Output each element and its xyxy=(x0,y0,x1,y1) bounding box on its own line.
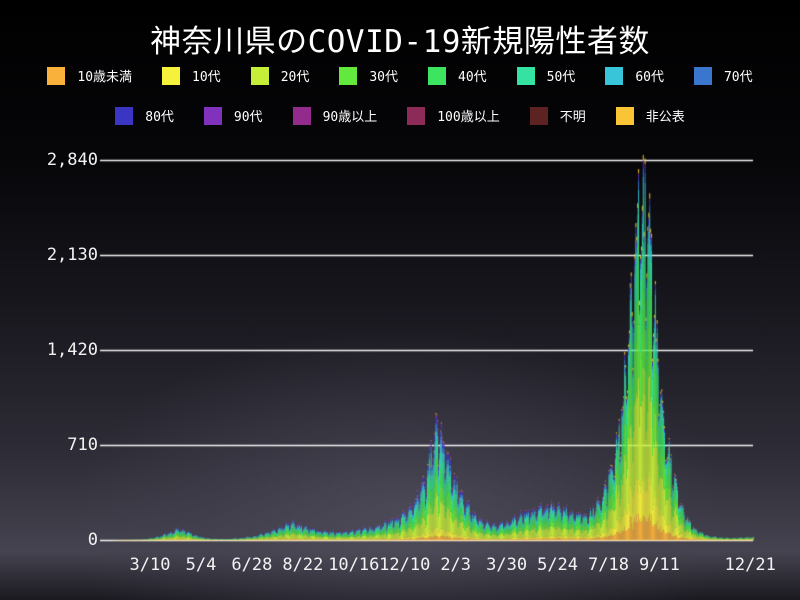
x-axis-tick-label: 7/18 xyxy=(588,555,629,575)
y-axis-tick-label: 710 xyxy=(67,435,98,455)
x-axis-tick-label: 5/4 xyxy=(185,555,217,575)
x-axis-tick-label: 3/30 xyxy=(486,555,528,575)
x-axis-tick-label: 5/24 xyxy=(537,555,579,575)
x-axis-tick-label: 3/10 xyxy=(129,555,171,575)
y-axis-tick-label: 2,130 xyxy=(46,245,98,265)
y-axis-tick-label: 2,840 xyxy=(46,150,98,170)
x-axis-tick-label: 6/28 xyxy=(231,555,273,575)
x-axis-tick-label: 2/3 xyxy=(440,555,472,575)
x-axis-tick-label: 9/11 xyxy=(638,555,680,575)
y-axis-tick-label: 0 xyxy=(87,530,98,550)
x-axis-tick-label: 12/10 xyxy=(379,555,431,575)
x-axis-tick-label: 8/22 xyxy=(282,555,324,575)
y-axis-tick-label: 1,420 xyxy=(46,340,98,360)
x-axis-tick-label: 12/21 xyxy=(724,555,776,575)
x-axis-tick-label: 10/16 xyxy=(328,555,380,575)
